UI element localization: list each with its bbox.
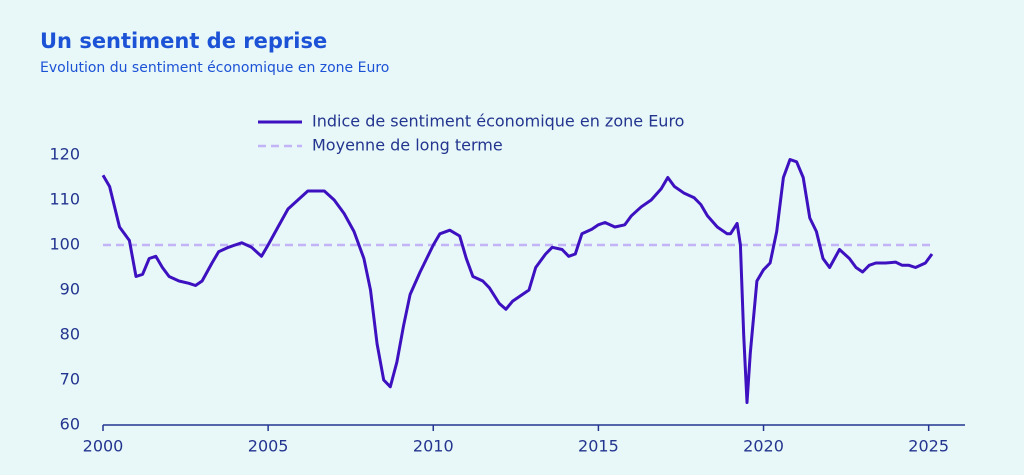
y-tick-label: 80 (60, 325, 80, 344)
x-tick-label: 2020 (743, 437, 784, 456)
legend-label: Indice de sentiment économique en zone E… (312, 112, 684, 131)
y-tick-label: 90 (60, 280, 80, 299)
x-tick-label: 2010 (413, 437, 454, 456)
y-tick-label: 120 (49, 145, 80, 164)
chart-title: Un sentiment de reprise (40, 29, 327, 53)
x-tick-label: 2000 (83, 437, 124, 456)
y-tick-label: 110 (49, 190, 80, 209)
data-line (101, 158, 934, 404)
x-tick-label: 2015 (578, 437, 619, 456)
y-tick-label: 60 (60, 415, 80, 434)
y-tick-label: 100 (49, 235, 80, 254)
y-tick-label: 70 (60, 370, 80, 389)
x-tick-label: 2025 (908, 437, 949, 456)
legend-label: Moyenne de long terme (312, 136, 503, 155)
chart-subtitle: Evolution du sentiment économique en zon… (40, 60, 389, 76)
x-tick-label: 2005 (248, 437, 289, 456)
